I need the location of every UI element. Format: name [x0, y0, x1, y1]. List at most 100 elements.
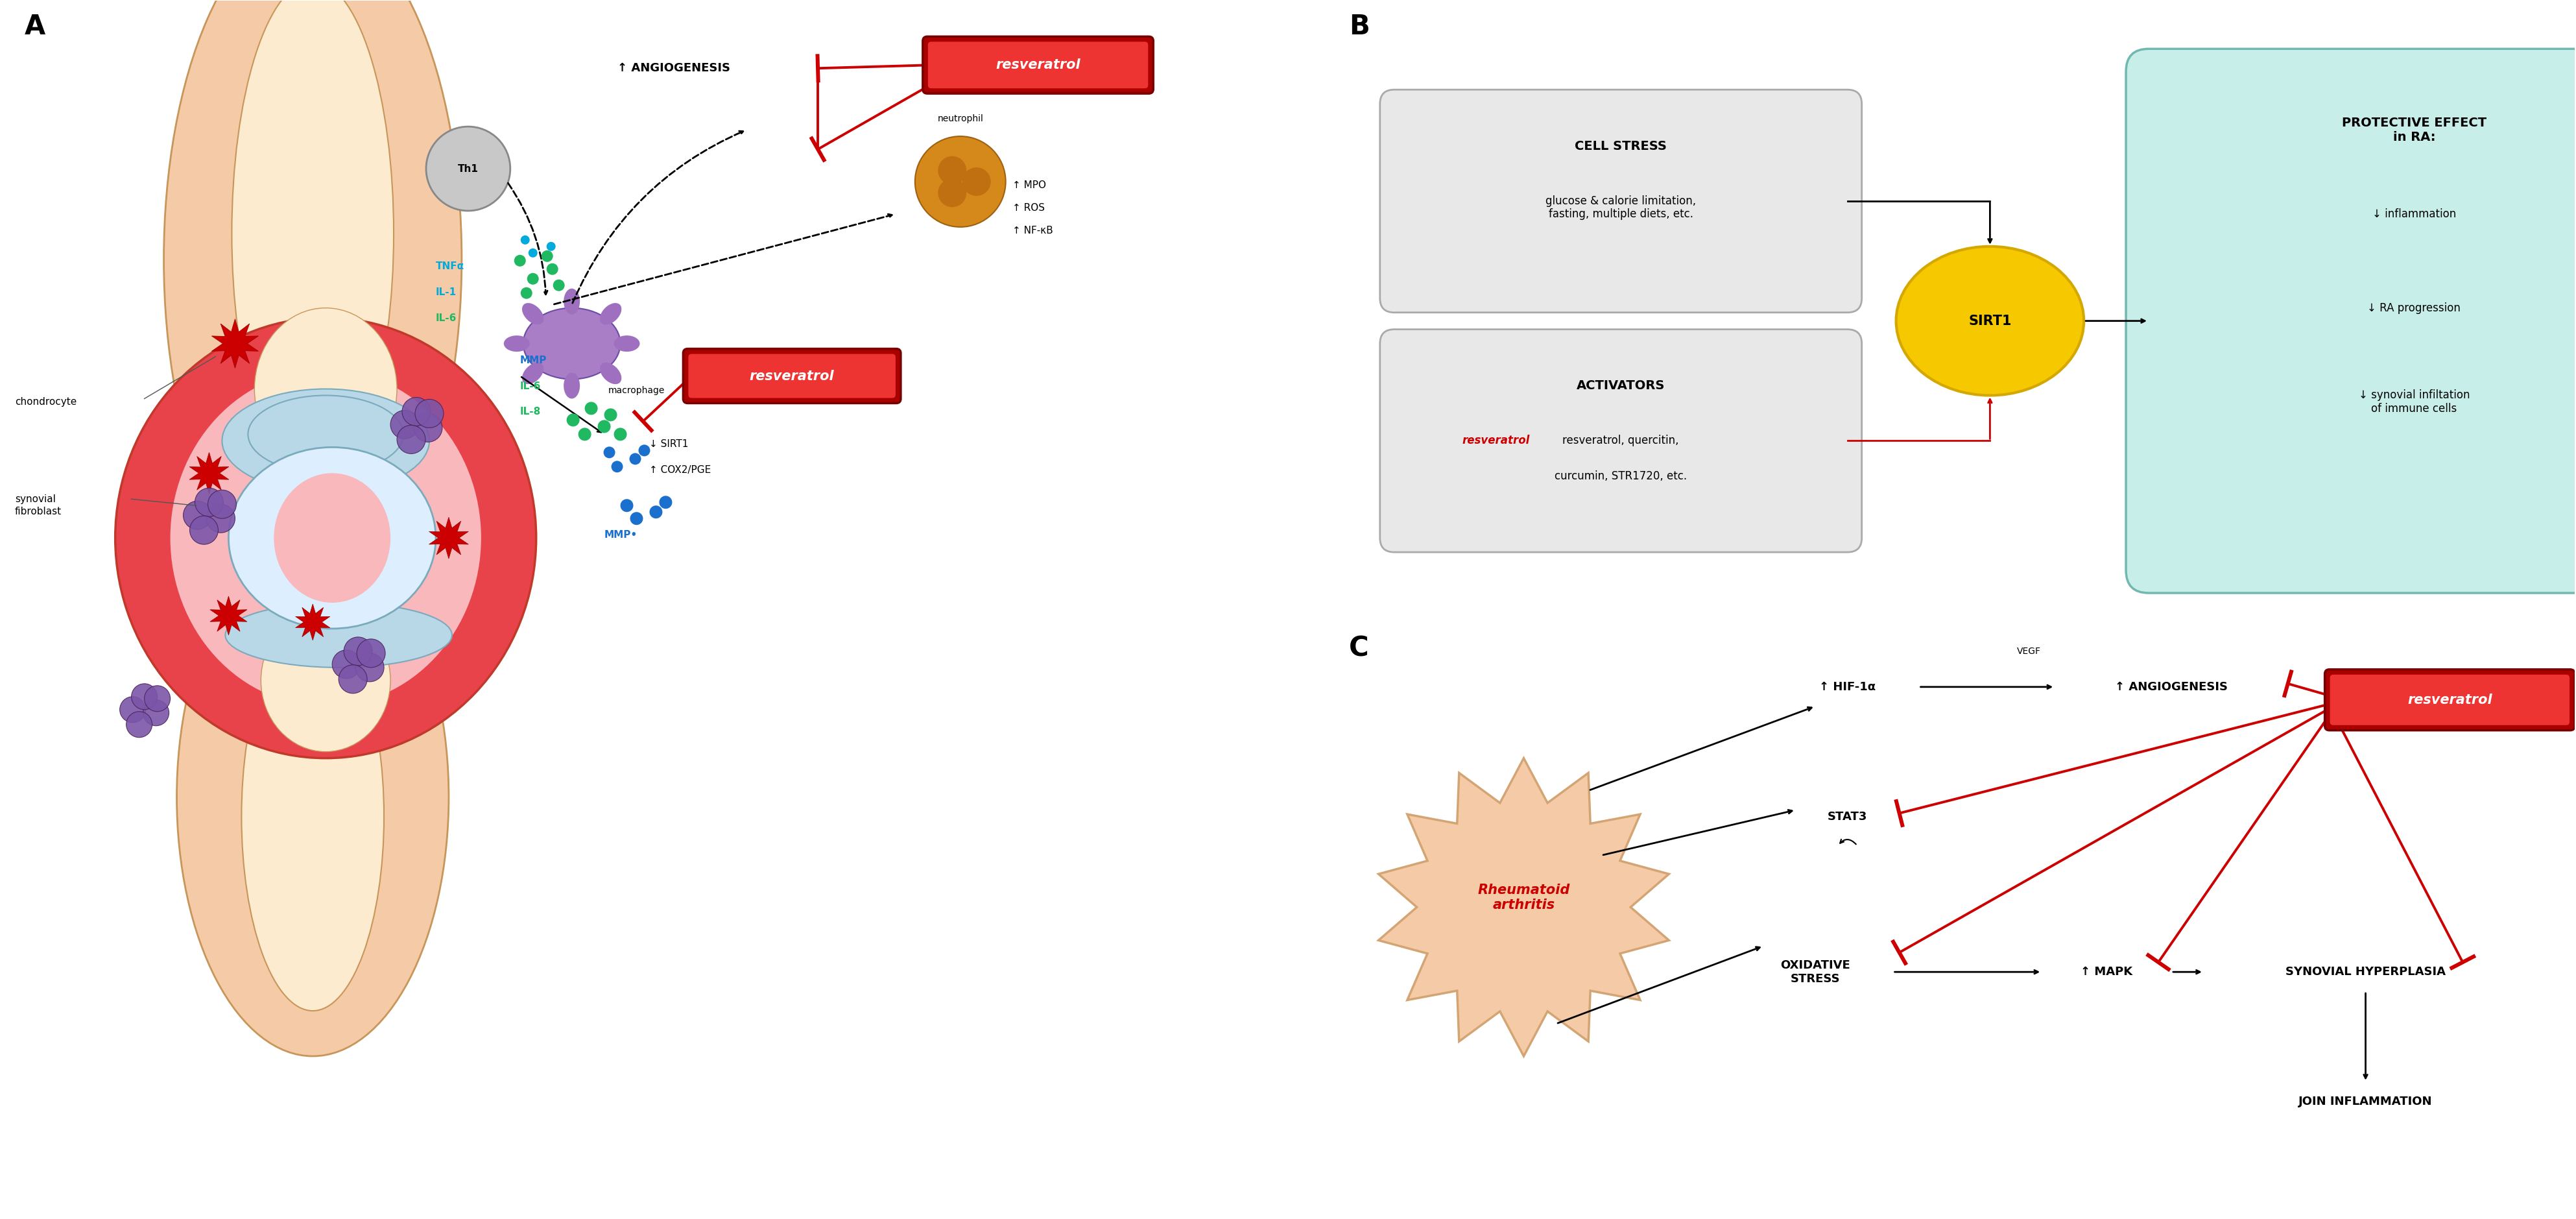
Text: macrophage: macrophage — [608, 385, 665, 395]
Ellipse shape — [564, 373, 580, 399]
Ellipse shape — [505, 335, 531, 351]
Circle shape — [938, 156, 966, 184]
Circle shape — [961, 167, 992, 196]
Circle shape — [611, 461, 623, 473]
Circle shape — [209, 490, 237, 518]
Circle shape — [144, 685, 170, 712]
Text: neutrophil: neutrophil — [938, 115, 984, 123]
Circle shape — [613, 428, 626, 441]
Circle shape — [343, 638, 371, 666]
Circle shape — [528, 273, 538, 284]
Circle shape — [397, 425, 425, 453]
Circle shape — [577, 428, 590, 441]
Text: synovial
fibroblast: synovial fibroblast — [15, 495, 62, 517]
Circle shape — [415, 400, 443, 428]
Text: ↑ MAPK: ↑ MAPK — [2079, 967, 2133, 978]
FancyBboxPatch shape — [683, 349, 902, 403]
Polygon shape — [430, 517, 469, 558]
Ellipse shape — [600, 362, 621, 384]
Text: C: C — [1347, 635, 1368, 662]
Text: ↓ inflammation: ↓ inflammation — [2372, 208, 2455, 219]
Circle shape — [659, 496, 672, 508]
FancyBboxPatch shape — [2125, 49, 2576, 592]
Ellipse shape — [229, 447, 435, 629]
Polygon shape — [296, 603, 330, 640]
Text: Rheumatoid
arthritis: Rheumatoid arthritis — [1476, 884, 1569, 912]
Circle shape — [392, 411, 420, 439]
Ellipse shape — [247, 395, 404, 473]
Text: SYNOVIAL HYPERPLASIA: SYNOVIAL HYPERPLASIA — [2285, 967, 2445, 978]
Circle shape — [567, 413, 580, 427]
Text: ↑ HIF-1α: ↑ HIF-1α — [1819, 681, 1875, 692]
Circle shape — [402, 397, 430, 425]
Text: TNFα: TNFα — [435, 261, 464, 271]
Circle shape — [126, 712, 152, 737]
Text: PROTECTIVE EFFECT
in RA:: PROTECTIVE EFFECT in RA: — [2342, 117, 2486, 143]
Text: JOIN INFLAMMATION: JOIN INFLAMMATION — [2298, 1096, 2432, 1107]
Circle shape — [131, 684, 157, 709]
Circle shape — [118, 696, 147, 723]
Text: ↑ ROS: ↑ ROS — [1012, 204, 1043, 213]
Text: ↑ MPO: ↑ MPO — [1012, 180, 1046, 190]
Circle shape — [520, 235, 531, 245]
Ellipse shape — [170, 369, 482, 706]
Ellipse shape — [232, 0, 394, 486]
FancyBboxPatch shape — [1381, 90, 1862, 312]
Ellipse shape — [222, 389, 430, 492]
Polygon shape — [211, 319, 258, 368]
Text: resveratrol: resveratrol — [1461, 435, 1530, 446]
Text: VEGF: VEGF — [2017, 647, 2040, 656]
Circle shape — [546, 241, 556, 251]
Text: OXIDATIVE
STRESS: OXIDATIVE STRESS — [1780, 959, 1850, 985]
Circle shape — [631, 512, 644, 525]
Text: ↑ COX2/PGE: ↑ COX2/PGE — [649, 466, 711, 475]
FancyBboxPatch shape — [2329, 674, 2568, 725]
Text: resveratrol: resveratrol — [2406, 694, 2491, 706]
Circle shape — [585, 402, 598, 414]
Ellipse shape — [178, 538, 448, 1056]
Text: IL-6: IL-6 — [520, 382, 541, 391]
Circle shape — [415, 413, 443, 442]
Circle shape — [938, 179, 966, 207]
Text: MMP•: MMP• — [603, 530, 636, 540]
Text: Th1: Th1 — [459, 163, 479, 173]
Circle shape — [541, 250, 554, 262]
Circle shape — [196, 488, 224, 517]
Text: A: A — [26, 13, 46, 40]
Text: resveratrol: resveratrol — [994, 59, 1079, 72]
Text: ↓ synovial infiltation
of immune cells: ↓ synovial infiltation of immune cells — [2357, 389, 2470, 414]
Circle shape — [520, 288, 533, 299]
Ellipse shape — [255, 308, 397, 469]
Circle shape — [144, 700, 170, 725]
Circle shape — [332, 650, 361, 679]
FancyBboxPatch shape — [922, 37, 1154, 94]
Text: ACTIVATORS: ACTIVATORS — [1577, 379, 1664, 391]
Text: ↓ SIRT1: ↓ SIRT1 — [649, 439, 688, 449]
FancyBboxPatch shape — [1381, 329, 1862, 552]
FancyBboxPatch shape — [927, 41, 1149, 88]
Text: ↑ ANGIOGENESIS: ↑ ANGIOGENESIS — [616, 62, 729, 74]
Circle shape — [528, 249, 538, 257]
Circle shape — [603, 446, 616, 458]
Ellipse shape — [260, 610, 392, 752]
Ellipse shape — [564, 289, 580, 315]
Text: glucose & calorie limitation,
fasting, multiple diets, etc.: glucose & calorie limitation, fasting, m… — [1546, 195, 1695, 221]
Text: IL-1: IL-1 — [435, 288, 456, 297]
Text: B: B — [1347, 13, 1368, 40]
Circle shape — [639, 445, 649, 456]
Circle shape — [629, 453, 641, 464]
Ellipse shape — [116, 318, 536, 758]
Polygon shape — [211, 596, 247, 635]
Text: ↓ RA progression: ↓ RA progression — [2367, 302, 2460, 313]
Circle shape — [649, 506, 662, 518]
Ellipse shape — [523, 362, 544, 384]
Circle shape — [337, 664, 366, 694]
Text: resveratrol: resveratrol — [750, 369, 835, 383]
Ellipse shape — [600, 304, 621, 324]
FancyBboxPatch shape — [688, 354, 896, 397]
Ellipse shape — [273, 473, 392, 602]
Ellipse shape — [613, 335, 639, 351]
Text: ↑ ANGIOGENESIS: ↑ ANGIOGENESIS — [2115, 681, 2228, 692]
Circle shape — [355, 653, 384, 681]
Polygon shape — [1378, 758, 1669, 1056]
